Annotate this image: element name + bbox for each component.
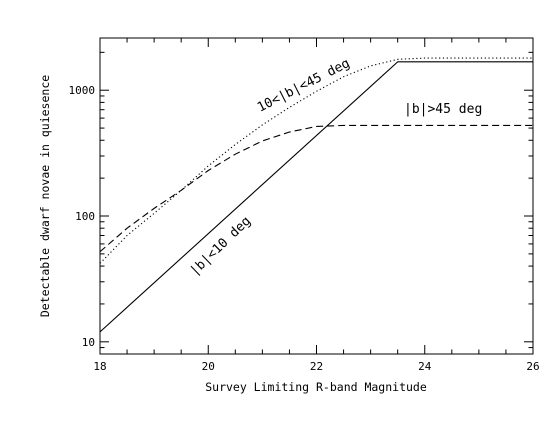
tick-labels: 18 20 22 24 26 10 100 1000 bbox=[69, 84, 540, 373]
x-tick-label: 20 bbox=[202, 360, 215, 373]
x-tick-label: 22 bbox=[310, 360, 323, 373]
x-tick-label: 18 bbox=[93, 360, 106, 373]
series-lines bbox=[99, 57, 533, 333]
x-tick-label: 24 bbox=[418, 360, 432, 373]
curve-label-b-gt-45: |b|>45 deg bbox=[404, 102, 482, 117]
series-line-b-gt-45 bbox=[99, 124, 533, 253]
series-line-b-lt-10 bbox=[99, 61, 533, 333]
series-line-b-10-45 bbox=[99, 57, 533, 264]
y-tick-label: 10 bbox=[82, 336, 95, 349]
y-tick-label: 100 bbox=[75, 210, 95, 223]
y-tick-label: 1000 bbox=[69, 84, 96, 97]
x-axis-label: Survey Limiting R-band Magnitude bbox=[205, 380, 427, 394]
axis-ticks bbox=[99, 38, 534, 355]
x-tick-label: 26 bbox=[526, 360, 539, 373]
curve-label-b-10-45: 10<|b|<45 deg bbox=[255, 56, 352, 116]
curve-label-b-lt-10: |b|<10 deg bbox=[187, 214, 254, 279]
y-axis-label: Detectable dwarf novae in quiesence bbox=[38, 75, 52, 317]
